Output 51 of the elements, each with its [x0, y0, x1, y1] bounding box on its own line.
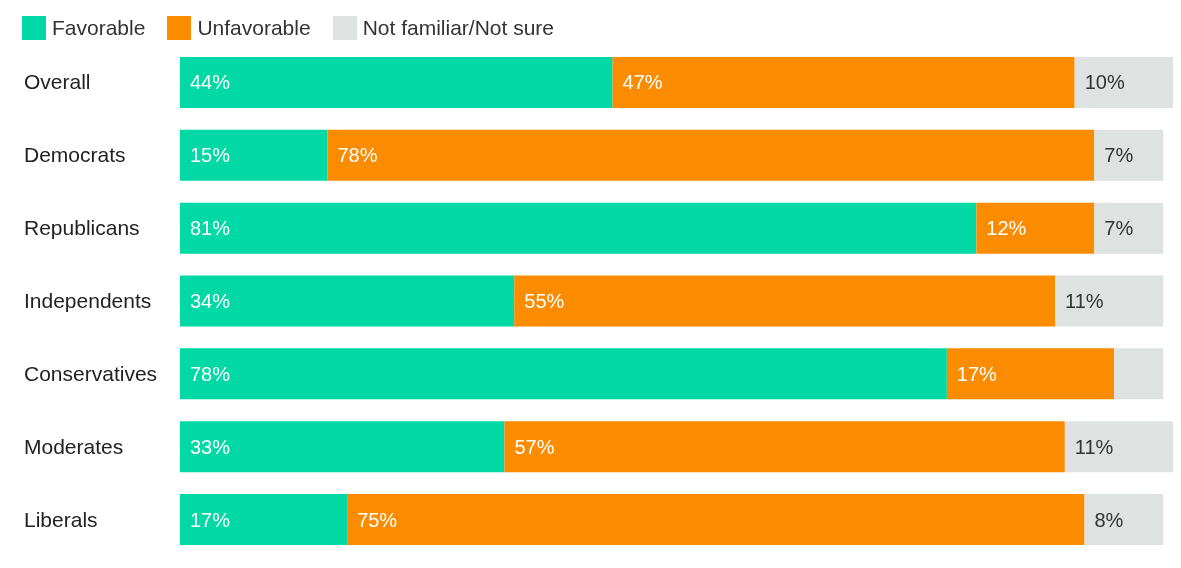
legend-label: Unfavorable [197, 16, 311, 40]
bar [1055, 275, 1164, 327]
bar [1074, 56, 1173, 108]
bar [612, 56, 1075, 108]
bar [976, 202, 1095, 254]
bar [1064, 421, 1173, 473]
bar [180, 348, 947, 400]
bar [514, 275, 1056, 327]
bar [180, 275, 515, 327]
bar [180, 56, 613, 108]
y-tick-label: Moderates [24, 434, 124, 458]
y-tick-label: Liberals [24, 507, 98, 531]
y-tick-label: Republicans [24, 216, 140, 240]
data-label: 55% [524, 290, 565, 312]
data-label: 33% [190, 435, 231, 458]
legend-label: Favorable [52, 16, 146, 40]
bar [1094, 129, 1164, 181]
data-label: 81% [190, 217, 231, 240]
data-label: 7% [1104, 217, 1134, 240]
bar [180, 202, 977, 254]
data-label: 47% [622, 71, 663, 94]
data-label: 11% [1074, 435, 1114, 458]
bar [504, 421, 1065, 473]
data-label: 10% [1084, 71, 1125, 94]
data-label: 17% [956, 362, 998, 385]
y-tick-label: Independents [24, 289, 152, 312]
data-label: 57% [514, 435, 555, 458]
data-label: 44% [190, 71, 231, 94]
data-label: 11% [1065, 290, 1104, 312]
data-label: 78% [190, 362, 231, 385]
bar [180, 494, 348, 546]
bar [180, 129, 328, 181]
data-label: 15% [190, 144, 231, 167]
bar [180, 421, 505, 473]
legend-label: Not familiar/Not sure [362, 16, 555, 40]
y-tick-label: Conservatives [24, 361, 158, 385]
data-label: 17% [190, 508, 231, 531]
bar [1114, 348, 1164, 400]
bar [946, 348, 1115, 400]
data-label: 75% [357, 508, 398, 531]
data-label: 8% [1094, 508, 1124, 531]
y-tick-label: Overall [24, 70, 91, 94]
y-tick-label: Democrats [24, 143, 126, 167]
data-label: 12% [986, 217, 1027, 240]
bar [1084, 494, 1164, 546]
data-label: 7% [1104, 144, 1134, 167]
bar [347, 494, 1085, 546]
bar [1094, 202, 1164, 254]
data-label: 78% [337, 144, 378, 167]
data-label: 34% [190, 290, 231, 312]
bar [327, 129, 1095, 181]
